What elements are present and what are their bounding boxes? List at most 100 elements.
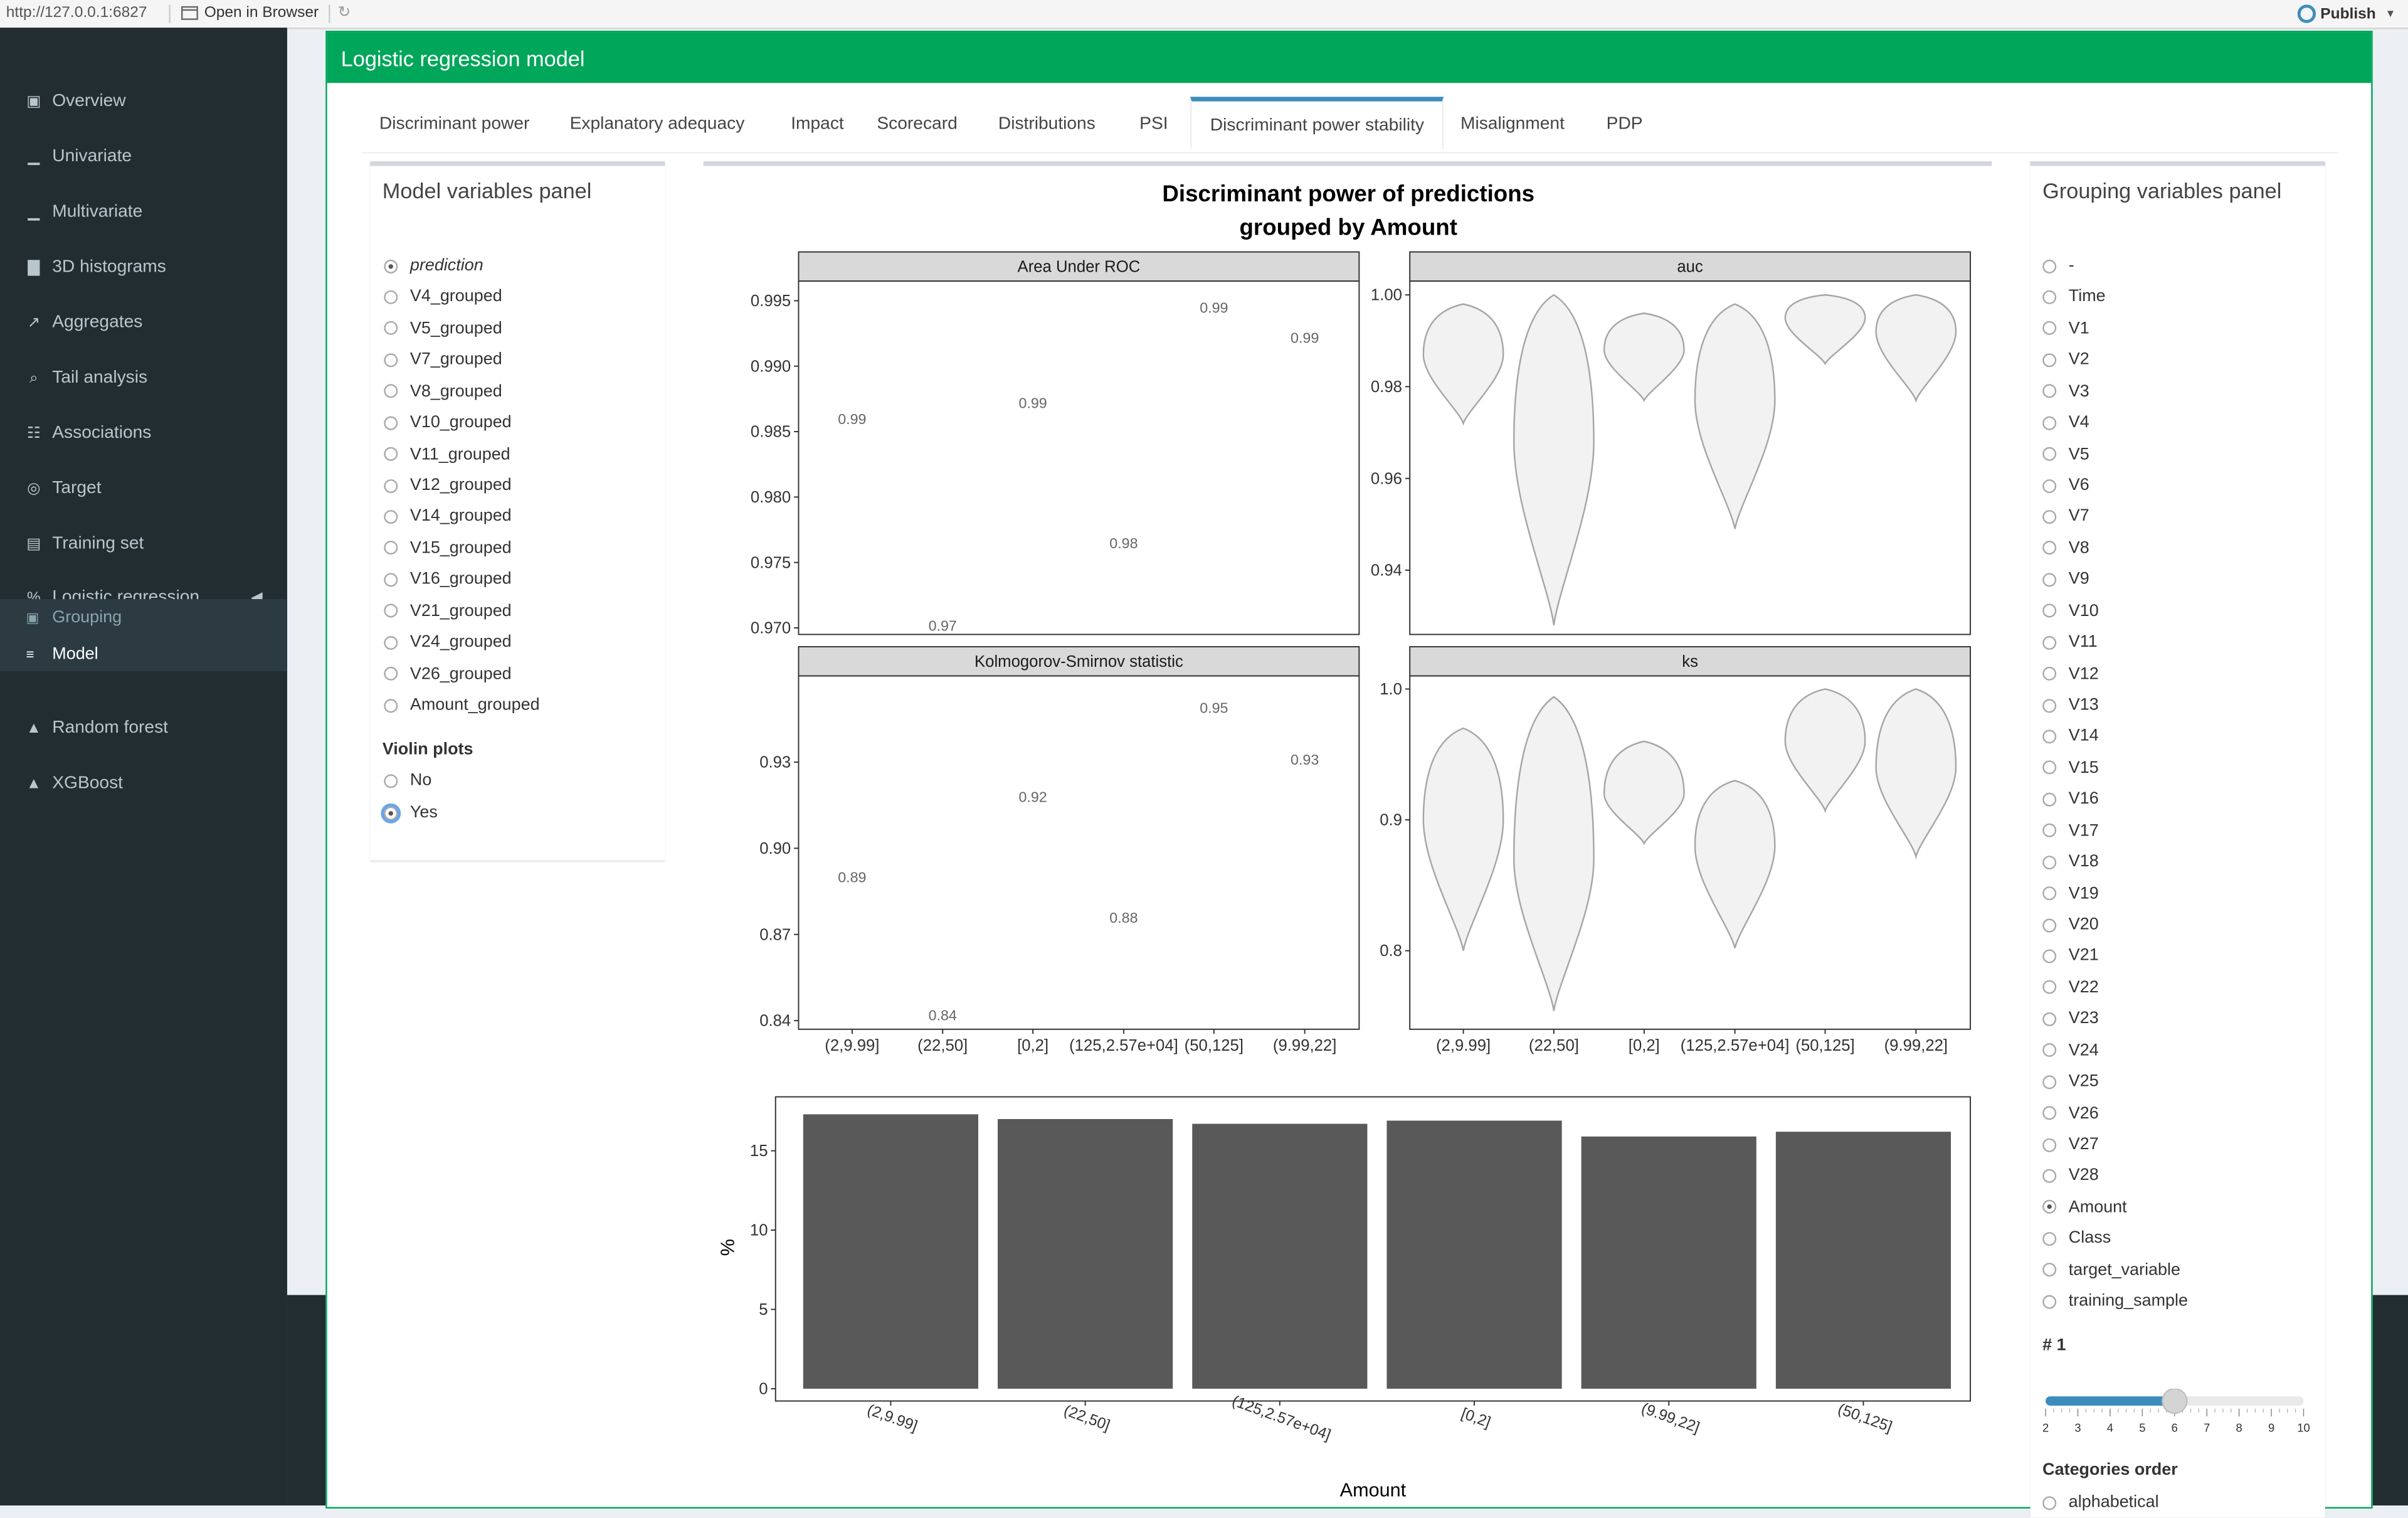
- group-var-v22[interactable]: V22: [2042, 979, 2099, 997]
- sidebar-item-xgboost[interactable]: ▲ XGBoost: [0, 756, 287, 811]
- radio-button[interactable]: [2042, 918, 2057, 932]
- group-var--[interactable]: -: [2042, 257, 2074, 275]
- radio-button[interactable]: [2042, 730, 2057, 744]
- model-var-v7-grouped[interactable]: V7_grouped: [384, 351, 502, 369]
- radio-button[interactable]: [384, 384, 398, 398]
- model-var-v4-grouped[interactable]: V4_grouped: [384, 288, 502, 306]
- group-var-v6[interactable]: V6: [2042, 476, 2089, 495]
- group-var-v1[interactable]: V1: [2042, 319, 2089, 337]
- model-var-v8-grouped[interactable]: V8_grouped: [384, 382, 502, 401]
- sidebar-item-associations[interactable]: ☷ Associations: [0, 406, 287, 461]
- model-var-amount-grouped[interactable]: Amount_grouped: [384, 696, 540, 714]
- group-var-training-sample[interactable]: training_sample: [2042, 1292, 2188, 1310]
- radio-button[interactable]: [384, 667, 398, 681]
- sidebar-item-multivariate[interactable]: ▁ Multivariate: [0, 184, 287, 240]
- model-var-v14-grouped[interactable]: V14_grouped: [384, 507, 512, 526]
- radio-button[interactable]: [384, 635, 398, 650]
- radio-button[interactable]: [384, 509, 398, 524]
- group-var-v14[interactable]: V14: [2042, 727, 2099, 746]
- submenu-item-grouping[interactable]: ▣ Grouping: [26, 608, 122, 627]
- group-var-v12[interactable]: V12: [2042, 664, 2099, 683]
- sidebar-item-univariate[interactable]: ▁ Univariate: [0, 129, 287, 184]
- radio-button[interactable]: [2042, 290, 2057, 304]
- radio-button[interactable]: [2042, 258, 2057, 273]
- radio-button[interactable]: [384, 290, 398, 304]
- group-var-v28[interactable]: V28: [2042, 1167, 2099, 1185]
- radio-button[interactable]: [2042, 1043, 2057, 1058]
- open-in-browser-button[interactable]: Open in Browser: [181, 4, 319, 21]
- group-var-amount[interactable]: Amount: [2042, 1198, 2127, 1216]
- radio-button[interactable]: [2042, 1294, 2057, 1308]
- group-var-v24[interactable]: V24: [2042, 1041, 2099, 1059]
- radio-button[interactable]: [2042, 1012, 2057, 1026]
- group-var-v4[interactable]: V4: [2042, 413, 2089, 432]
- group-var-v2[interactable]: V2: [2042, 351, 2089, 369]
- sidebar-item-target[interactable]: ◎ Target: [0, 461, 287, 516]
- model-var-v24-grouped[interactable]: V24_grouped: [384, 633, 512, 652]
- model-var-v5-grouped[interactable]: V5_grouped: [384, 319, 502, 337]
- group-var-v9[interactable]: V9: [2042, 570, 2089, 589]
- radio-button[interactable]: [2042, 667, 2057, 681]
- group-var-v19[interactable]: V19: [2042, 884, 2099, 903]
- radio-button[interactable]: [2042, 886, 2057, 901]
- radio-button[interactable]: [384, 805, 398, 820]
- radio-button[interactable]: [2042, 855, 2057, 869]
- radio-button[interactable]: [2042, 353, 2057, 367]
- group-var-v16[interactable]: V16: [2042, 790, 2099, 809]
- radio-button[interactable]: [2042, 478, 2057, 492]
- model-var-v11-grouped[interactable]: V11_grouped: [384, 445, 510, 464]
- model-var-v10-grouped[interactable]: V10_grouped: [384, 413, 512, 432]
- tab-impact[interactable]: Impact: [791, 97, 844, 152]
- model-var-v12-grouped[interactable]: V12_grouped: [384, 476, 512, 495]
- group-var-v15[interactable]: V15: [2042, 758, 2099, 777]
- categories-slider[interactable]: 2 3 4 5 6 7 8 9 10: [2042, 1388, 2313, 1444]
- radio-button[interactable]: [2042, 509, 2057, 524]
- group-var-v17[interactable]: V17: [2042, 822, 2099, 840]
- model-var-prediction[interactable]: prediction: [384, 257, 483, 275]
- order-option-alphabetical[interactable]: alphabetical: [2042, 1493, 2159, 1512]
- radio-button[interactable]: [384, 698, 398, 713]
- submenu-item-model[interactable]: ≡ Model: [26, 645, 98, 664]
- radio-button[interactable]: [2042, 698, 2057, 713]
- radio-button[interactable]: [2042, 1075, 2057, 1089]
- radio-button[interactable]: [2042, 1106, 2057, 1120]
- group-var-class[interactable]: Class: [2042, 1229, 2111, 1248]
- sidebar-item-aggregates[interactable]: ↗ Aggregates: [0, 295, 287, 350]
- radio-button[interactable]: [2042, 1137, 2057, 1152]
- radio-button[interactable]: [384, 572, 398, 587]
- radio-button[interactable]: [384, 258, 398, 273]
- radio-button[interactable]: [384, 321, 398, 336]
- radio-button[interactable]: [384, 447, 398, 461]
- tab-scorecard[interactable]: Scorecard: [877, 97, 957, 152]
- tab-pdp[interactable]: PDP: [1607, 97, 1643, 152]
- sidebar-item-overview[interactable]: ▣ Overview: [0, 74, 287, 129]
- group-var-time[interactable]: Time: [2042, 288, 2106, 306]
- sidebar-item-3d-histograms[interactable]: ▇ 3D histograms: [0, 240, 287, 295]
- tab-psi[interactable]: PSI: [1139, 97, 1168, 152]
- sidebar-item-random-forest[interactable]: ▲ Random forest: [0, 701, 287, 756]
- radio-button[interactable]: [2042, 384, 2057, 398]
- radio-button[interactable]: [2042, 1200, 2057, 1214]
- radio-button[interactable]: [384, 353, 398, 367]
- group-var-v10[interactable]: V10: [2042, 602, 2099, 620]
- group-var-v26[interactable]: V26: [2042, 1104, 2099, 1122]
- radio-button[interactable]: [2042, 447, 2057, 461]
- radio-button[interactable]: [384, 773, 398, 788]
- model-var-v16-grouped[interactable]: V16_grouped: [384, 570, 512, 589]
- radio-button[interactable]: [2042, 1169, 2057, 1183]
- radio-button[interactable]: [2042, 949, 2057, 963]
- group-var-v18[interactable]: V18: [2042, 853, 2099, 871]
- publish-button[interactable]: Publish ▼: [2297, 4, 2395, 23]
- radio-button[interactable]: [2042, 541, 2057, 555]
- radio-button[interactable]: [2042, 824, 2057, 838]
- radio-button[interactable]: [2042, 1495, 2057, 1510]
- radio-button[interactable]: [2042, 321, 2057, 336]
- radio-button[interactable]: [2042, 980, 2057, 995]
- group-var-v23[interactable]: V23: [2042, 1010, 2099, 1028]
- group-var-v5[interactable]: V5: [2042, 445, 2089, 464]
- tab-explanatory-adequacy[interactable]: Explanatory adequacy: [570, 97, 745, 152]
- radio-button[interactable]: [2042, 792, 2057, 807]
- radio-button[interactable]: [384, 478, 398, 492]
- tab-misalignment[interactable]: Misalignment: [1460, 97, 1565, 152]
- radio-button[interactable]: [2042, 572, 2057, 587]
